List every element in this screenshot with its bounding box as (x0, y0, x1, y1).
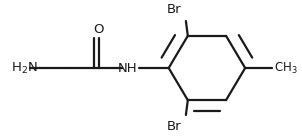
Text: H$_2$N: H$_2$N (11, 60, 38, 76)
Text: NH: NH (118, 61, 137, 75)
Text: Br: Br (166, 120, 181, 133)
Text: CH$_3$: CH$_3$ (274, 60, 297, 76)
Text: O: O (94, 22, 104, 35)
Text: Br: Br (166, 3, 181, 16)
